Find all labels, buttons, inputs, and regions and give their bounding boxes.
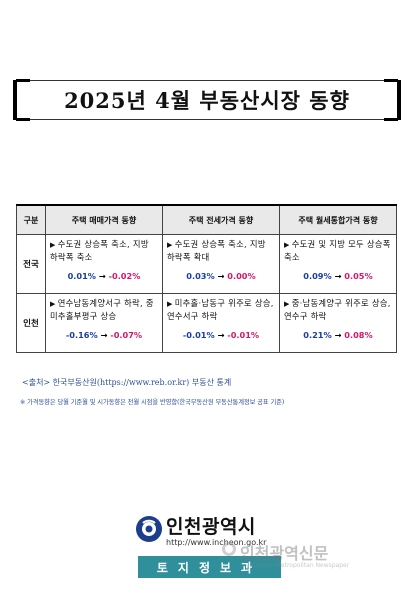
change-to: 0.05% bbox=[344, 271, 373, 281]
trend-description: ▶ 수도권 및 지방 모두 상승폭 축소 bbox=[284, 239, 391, 262]
title-left-bar bbox=[13, 80, 17, 120]
change-from: 0.09% bbox=[303, 271, 332, 281]
title-right-bar bbox=[397, 80, 401, 120]
trend-change: 0.03% → 0.00% bbox=[167, 271, 275, 281]
trend-change: 0.01% → -0.02% bbox=[50, 271, 158, 281]
trend-change: 0.21% → 0.08% bbox=[284, 330, 392, 340]
change-to: -0.01% bbox=[227, 330, 260, 340]
trend-change: 0.09% → 0.05% bbox=[284, 271, 392, 281]
change-from: 0.03% bbox=[186, 271, 215, 281]
trend-cell: ▶ 수도권 및 지방 모두 상승폭 축소 0.09% → 0.05% bbox=[279, 234, 397, 294]
header-category: 구분 bbox=[16, 204, 46, 235]
change-arrow: → bbox=[217, 330, 225, 340]
region-label: 전국 bbox=[16, 234, 46, 294]
change-arrow: → bbox=[98, 271, 106, 281]
bullet-triangle-icon: ▶ bbox=[167, 241, 173, 249]
change-to: -0.07% bbox=[110, 330, 143, 340]
change-from: 0.21% bbox=[303, 330, 332, 340]
title-corner-mark bbox=[384, 79, 398, 82]
incheon-emblem-icon bbox=[136, 516, 162, 542]
trend-cell: ▶ 수도권 상승폭 축소, 지방 하락폭 축소 0.01% → -0.02% bbox=[45, 234, 163, 294]
watermark-circle-icon bbox=[222, 542, 236, 556]
trend-change: -0.16% → -0.07% bbox=[50, 330, 158, 340]
trend-description: ▶ 미추홀·남동구 위주로 상승, 연수서구 하락 bbox=[167, 298, 274, 321]
logo-url: http://www.incheon.go.kr bbox=[166, 538, 267, 547]
title-corner-mark bbox=[384, 118, 398, 121]
trend-description: ▶ 수도권 상승폭 축소, 지방 하락폭 확대 bbox=[167, 239, 266, 262]
title-box: 2025년 4월 부동산시장 동향 bbox=[13, 79, 401, 121]
department-banner: 토지정보과 bbox=[138, 556, 281, 578]
region-label: 인천 bbox=[16, 293, 46, 353]
bullet-triangle-icon: ▶ bbox=[50, 241, 56, 249]
trend-cell: ▶ 중·남동계양구 위주로 상승, 연수구 하락 0.21% → 0.08% bbox=[279, 293, 397, 353]
trend-change: -0.01% → -0.01% bbox=[167, 330, 275, 340]
trend-cell: ▶ 미추홀·남동구 위주로 상승, 연수서구 하락 -0.01% → -0.01% bbox=[162, 293, 280, 353]
trend-description: ▶ 수도권 상승폭 축소, 지방 하락폭 축소 bbox=[50, 239, 149, 262]
trend-description: ▶ 중·남동계양구 위주로 상승, 연수구 하락 bbox=[284, 298, 391, 321]
title-corner-mark bbox=[16, 79, 30, 82]
source-citation: <출처> 한국부동산원(https://www.reb.or.kr) 부동산 통… bbox=[22, 378, 232, 387]
change-arrow: → bbox=[334, 330, 342, 340]
market-trend-table: 구분 주택 매매가격 동향 주택 전세가격 동향 주택 월세통합가격 동향 전국… bbox=[16, 204, 397, 353]
bullet-triangle-icon: ▶ bbox=[284, 241, 290, 249]
footnote: ※ 가격동향은 당월 기준월 및 시가동향은 전월 시점을 반영함(한국부동산원… bbox=[20, 399, 285, 406]
logo-name: 인천광역시 bbox=[166, 516, 256, 538]
change-to: 0.00% bbox=[227, 271, 256, 281]
table-row: 인천 ▶ 연수남동계양서구 하락, 중미추홀부평구 상승 -0.16% → -0.… bbox=[16, 293, 397, 353]
table-header-row: 구분 주택 매매가격 동향 주택 전세가격 동향 주택 월세통합가격 동향 bbox=[16, 204, 397, 235]
change-from: 0.01% bbox=[67, 271, 96, 281]
watermark-subtitle: Incheon Metropolitan Newspaper bbox=[250, 562, 350, 569]
page-title: 2025년 4월 부동산시장 동향 bbox=[64, 88, 350, 113]
change-from: -0.01% bbox=[182, 330, 215, 340]
bullet-triangle-icon: ▶ bbox=[50, 300, 56, 308]
change-to: -0.02% bbox=[108, 271, 141, 281]
change-arrow: → bbox=[334, 271, 342, 281]
header-monthly-rent: 주택 월세통합가격 동향 bbox=[279, 204, 397, 235]
change-arrow: → bbox=[100, 330, 108, 340]
header-jeonse-price: 주택 전세가격 동향 bbox=[162, 204, 280, 235]
incheon-logo: 인천광역시 http://www.incheon.go.kr bbox=[128, 508, 288, 578]
header-sale-price: 주택 매매가격 동향 bbox=[45, 204, 163, 235]
watermark-title: 인천광역신문 bbox=[240, 544, 329, 563]
change-to: 0.08% bbox=[344, 330, 373, 340]
change-from: -0.16% bbox=[65, 330, 98, 340]
trend-cell: ▶ 수도권 상승폭 축소, 지방 하락폭 확대 0.03% → 0.00% bbox=[162, 234, 280, 294]
trend-cell: ▶ 연수남동계양서구 하락, 중미추홀부평구 상승 -0.16% → -0.07% bbox=[45, 293, 163, 353]
table-row: 전국 ▶ 수도권 상승폭 축소, 지방 하락폭 축소 0.01% → -0.02%… bbox=[16, 234, 397, 294]
bullet-triangle-icon: ▶ bbox=[167, 300, 173, 308]
trend-description: ▶ 연수남동계양서구 하락, 중미추홀부평구 상승 bbox=[50, 298, 154, 321]
bullet-triangle-icon: ▶ bbox=[284, 300, 290, 308]
title-corner-mark bbox=[16, 118, 30, 121]
change-arrow: → bbox=[217, 271, 225, 281]
